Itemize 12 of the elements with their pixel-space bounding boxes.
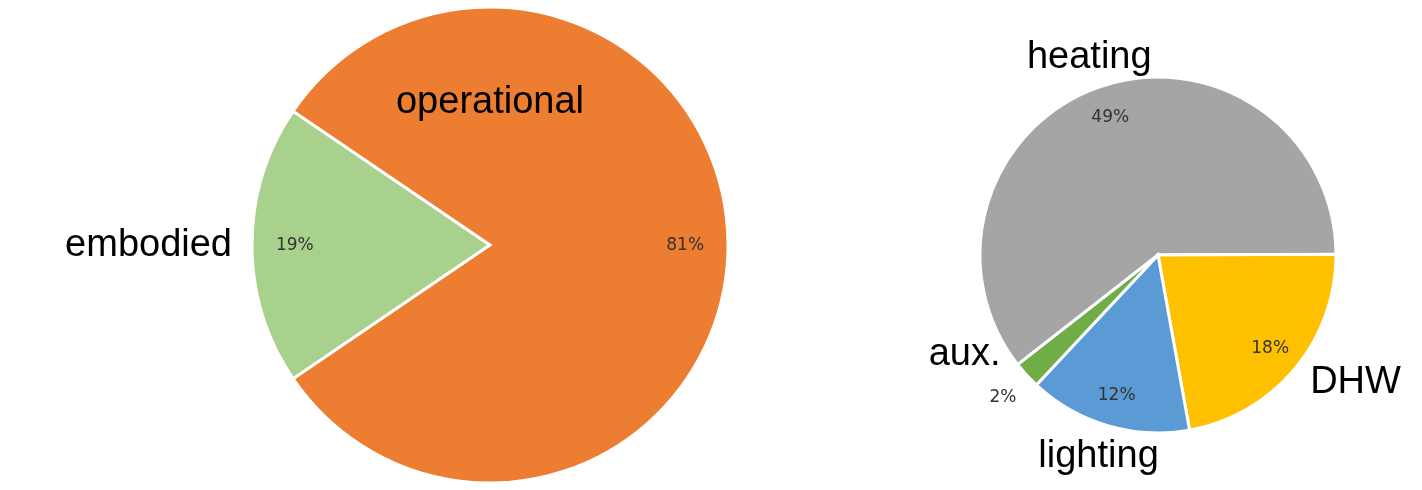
data-label: 12% xyxy=(1097,383,1136,404)
data-label: 49% xyxy=(1091,106,1130,127)
slice-label: DHW xyxy=(1310,358,1402,401)
data-label: 81% xyxy=(666,234,705,254)
slice-label: lighting xyxy=(1038,433,1159,476)
data-label: 2% xyxy=(989,385,1017,406)
data-label: 19% xyxy=(275,234,314,254)
slice-label: heating xyxy=(1026,33,1152,76)
slice-label: operational xyxy=(395,79,585,122)
slice-label: aux. xyxy=(928,330,1001,373)
slice-label: embodied xyxy=(65,222,232,264)
data-label: 18% xyxy=(1251,337,1290,358)
